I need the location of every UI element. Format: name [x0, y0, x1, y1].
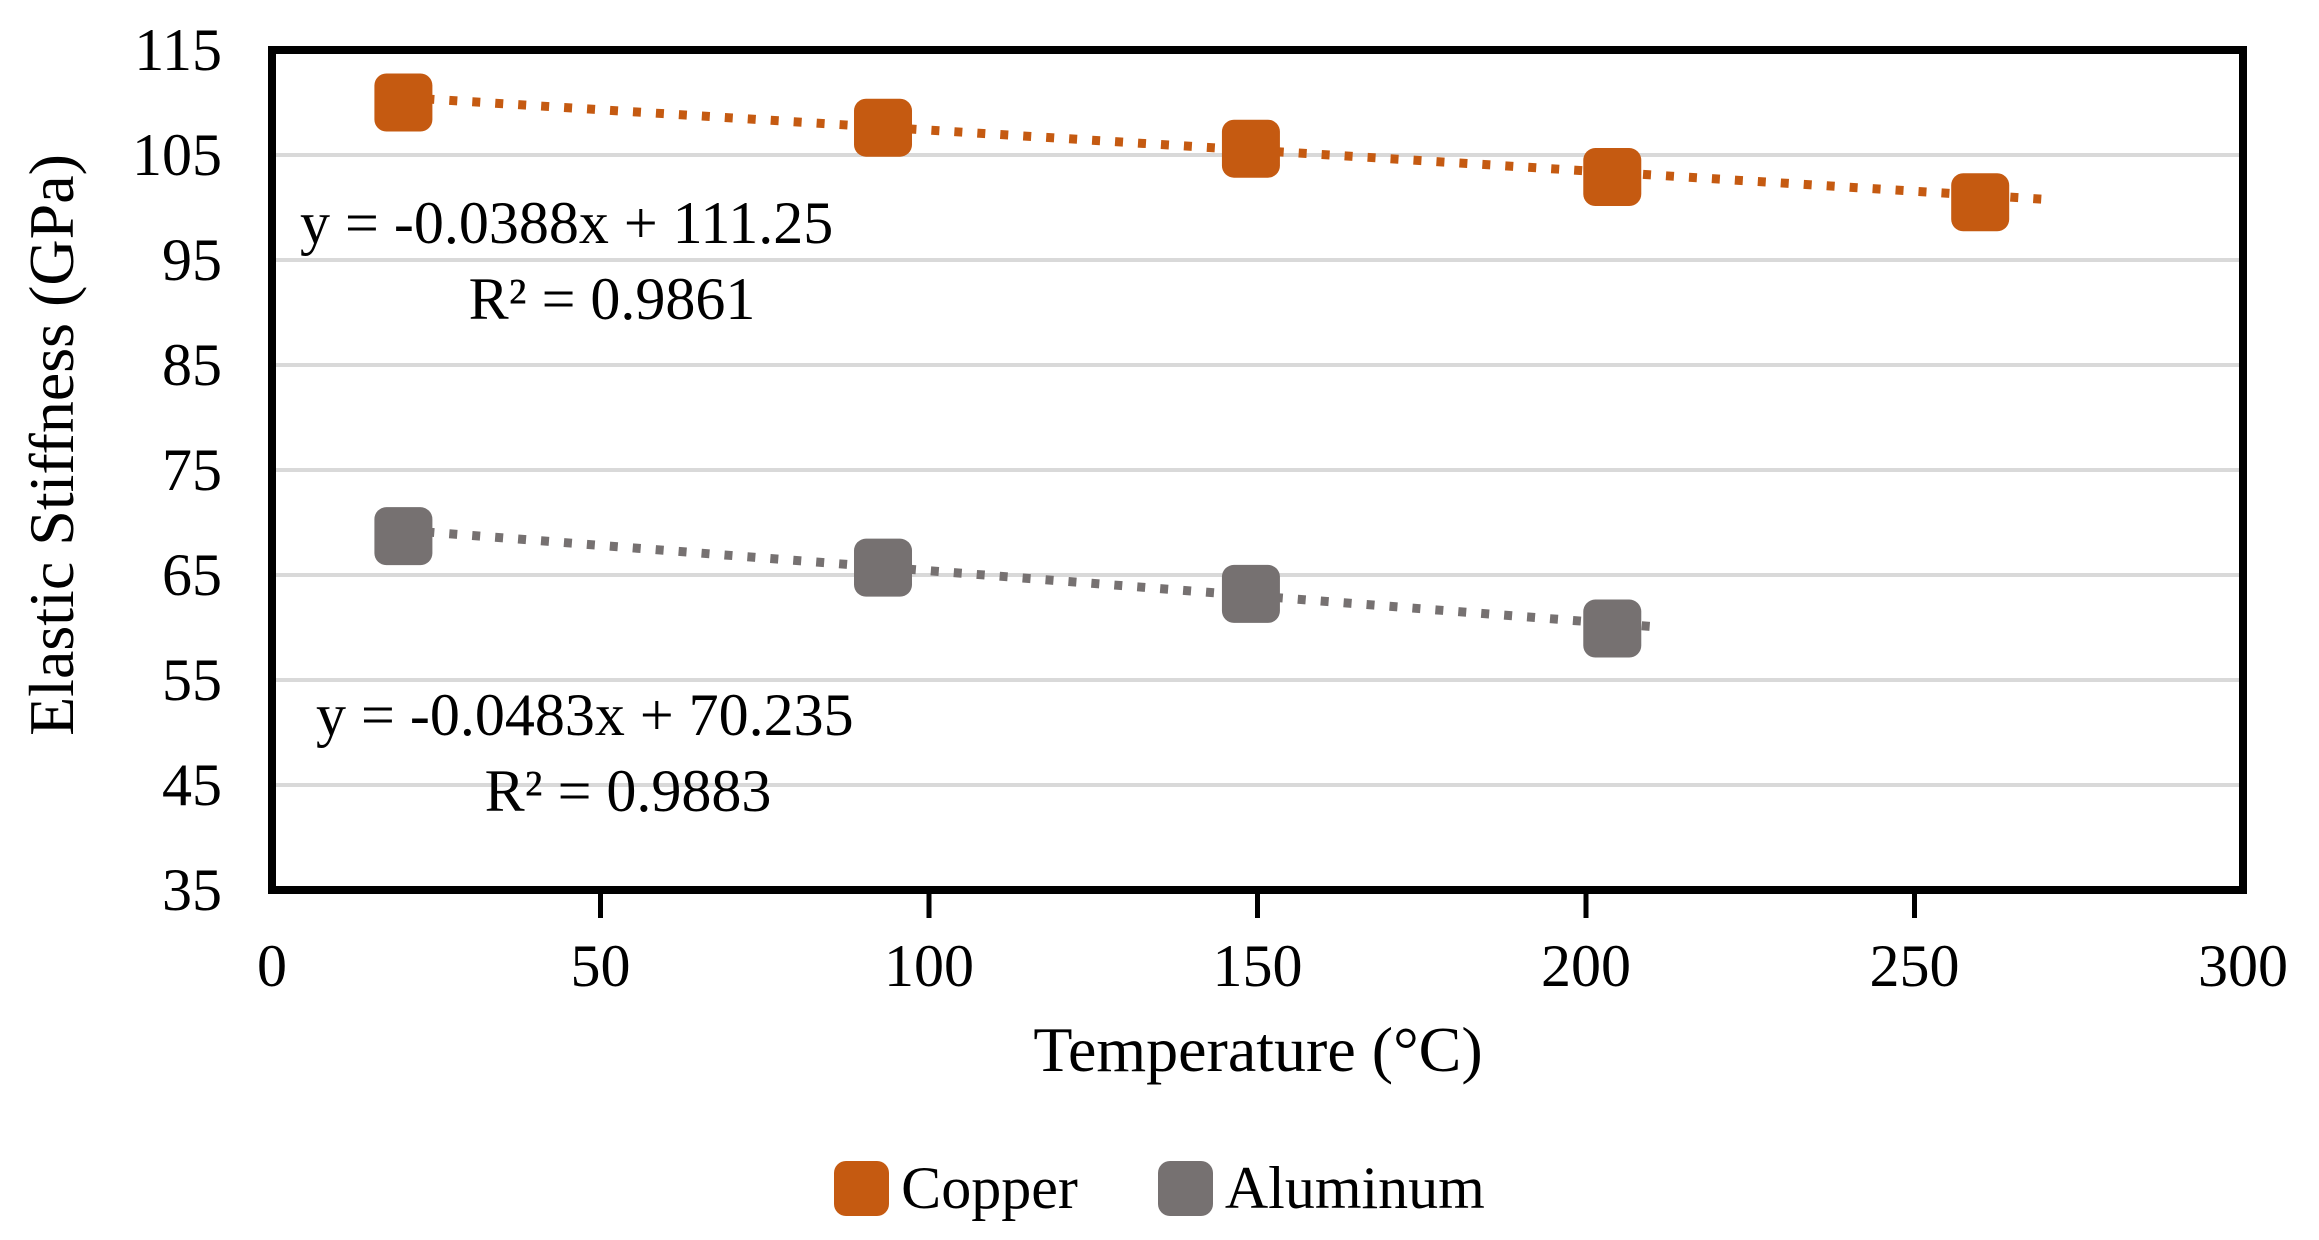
aluminum-data-point [854, 538, 913, 597]
x-axis-ticks [598, 890, 1917, 918]
y-tick-label-85: 85 [162, 332, 222, 398]
aluminum-data-point [1221, 564, 1280, 623]
trendlines [403, 93, 2047, 632]
aluminum-trendline-equation: y = -0.0483x + 70.235 [316, 682, 854, 748]
legend-label-copper: Copper [901, 1155, 1078, 1221]
legend-item-copper: Copper [834, 1158, 1078, 1218]
copper-data-point [1221, 119, 1280, 178]
y-tick-label-75: 75 [162, 437, 222, 503]
y-tick-label-105: 105 [132, 122, 222, 188]
x-tick-label-100: 100 [884, 933, 974, 999]
x-tick-label-150: 150 [1212, 933, 1303, 999]
x-tick-label-300: 300 [2198, 933, 2288, 999]
x-tick-label-50: 50 [570, 933, 631, 999]
data-markers [374, 73, 2010, 658]
copper-trendline-r-squared: R² = 0.9861 [468, 266, 756, 332]
copper-data-point [1951, 173, 2010, 232]
x-tick-label-200: 200 [1541, 933, 1631, 999]
x-tick-label-0: 0 [257, 933, 287, 999]
aluminum-trendline-r-squared: R² = 0.9883 [484, 758, 772, 824]
copper-data-point [854, 98, 913, 157]
y-tick-label-65: 65 [162, 542, 222, 608]
copper-swatch-icon [834, 1160, 890, 1216]
copper-data-point [1583, 148, 1642, 207]
aluminum-swatch-icon [1157, 1160, 1213, 1216]
trendline-aluminum [403, 525, 1659, 632]
y-axis-title: Elastic Stiffness (GPa) [16, 154, 87, 736]
legend-label-aluminum: Aluminum [1224, 1155, 1485, 1221]
legend: Copper Aluminum [0, 1158, 2319, 1218]
x-axis-title: Temperature (°C) [1033, 1014, 1483, 1085]
copper-trendline-equation: y = -0.0388x + 111.25 [300, 190, 834, 256]
copper-data-point [374, 73, 433, 132]
x-tick-label-250: 250 [1869, 933, 1960, 999]
y-tick-label-45: 45 [162, 752, 222, 818]
y-tick-label-95: 95 [162, 227, 222, 293]
aluminum-data-point [1583, 599, 1642, 658]
y-tick-label-115: 115 [134, 17, 222, 83]
y-tick-label-35: 35 [162, 857, 222, 923]
legend-item-aluminum: Aluminum [1157, 1155, 1485, 1221]
y-tick-label-55: 55 [162, 647, 222, 713]
aluminum-data-point [374, 507, 433, 566]
